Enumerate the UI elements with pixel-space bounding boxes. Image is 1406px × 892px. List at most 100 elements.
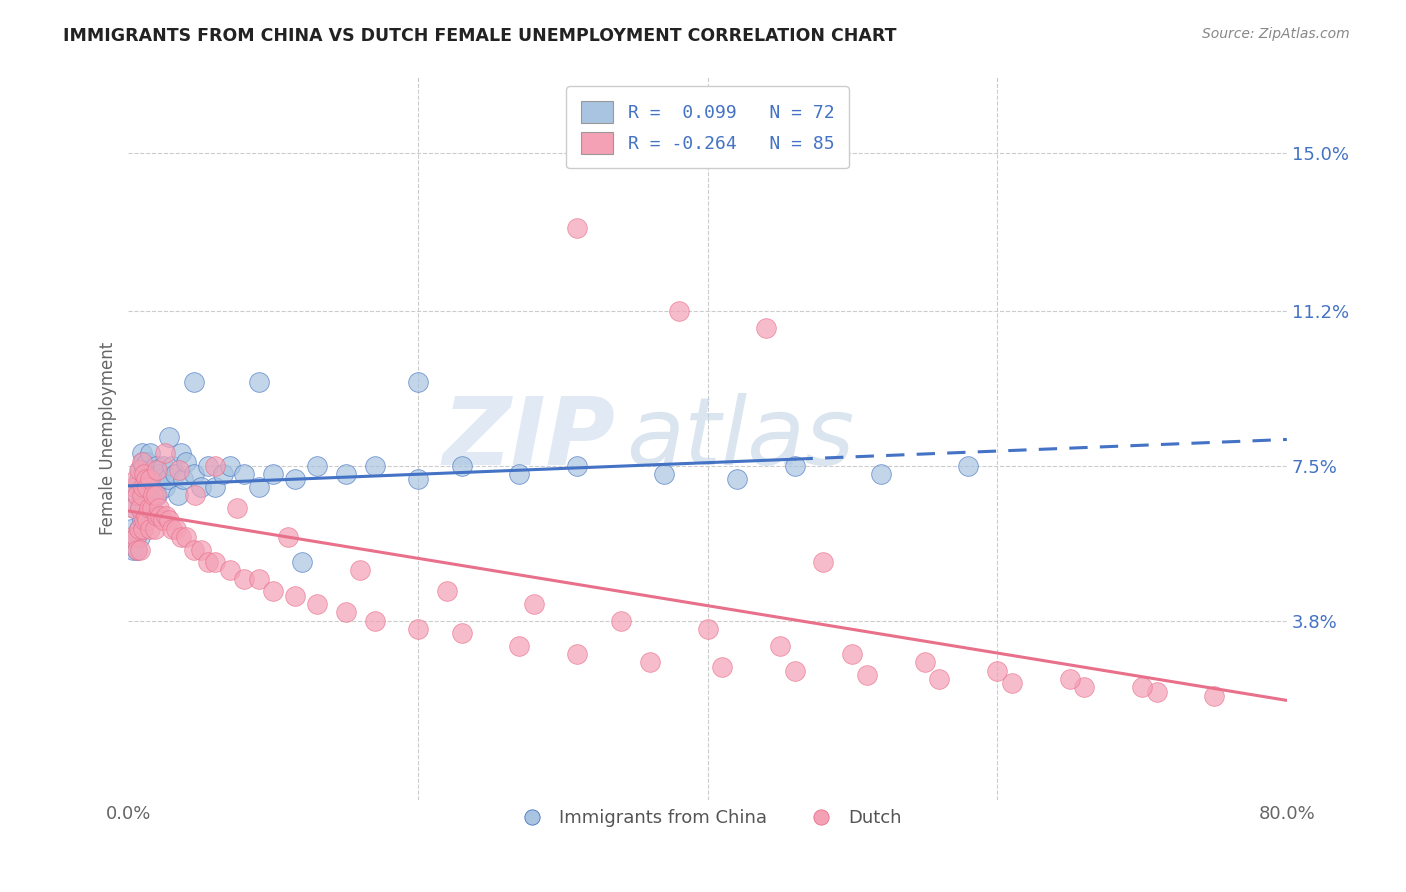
Text: Source: ZipAtlas.com: Source: ZipAtlas.com bbox=[1202, 27, 1350, 41]
Point bbox=[184, 488, 207, 502]
Point bbox=[141, 500, 163, 515]
Point bbox=[668, 304, 690, 318]
Point bbox=[567, 458, 589, 473]
Point bbox=[138, 500, 160, 515]
Point bbox=[173, 471, 195, 485]
Point bbox=[183, 542, 205, 557]
Point bbox=[128, 522, 150, 536]
Point bbox=[284, 471, 307, 485]
Point bbox=[141, 500, 163, 515]
Point bbox=[204, 555, 226, 569]
Point bbox=[363, 458, 385, 473]
Point bbox=[305, 458, 328, 473]
Point bbox=[131, 480, 153, 494]
Point bbox=[783, 664, 806, 678]
Point bbox=[136, 455, 159, 469]
Point bbox=[1073, 681, 1095, 695]
Point bbox=[128, 463, 150, 477]
Point bbox=[406, 376, 429, 390]
Point bbox=[914, 656, 936, 670]
Point bbox=[183, 467, 205, 482]
Point bbox=[218, 458, 240, 473]
Point bbox=[135, 509, 157, 524]
Point bbox=[610, 614, 633, 628]
Point bbox=[169, 446, 191, 460]
Point bbox=[986, 664, 1008, 678]
Point bbox=[856, 668, 879, 682]
Point bbox=[1059, 672, 1081, 686]
Point bbox=[291, 555, 314, 569]
Point bbox=[138, 463, 160, 477]
Point bbox=[125, 471, 148, 485]
Point bbox=[247, 572, 270, 586]
Point bbox=[247, 376, 270, 390]
Point bbox=[153, 480, 176, 494]
Point bbox=[129, 500, 152, 515]
Point bbox=[132, 522, 155, 536]
Point bbox=[508, 467, 530, 482]
Point bbox=[148, 467, 170, 482]
Point bbox=[167, 463, 190, 477]
Point bbox=[957, 458, 980, 473]
Point bbox=[120, 530, 142, 544]
Point bbox=[132, 455, 155, 469]
Point bbox=[134, 467, 156, 482]
Point bbox=[127, 542, 149, 557]
Point bbox=[305, 597, 328, 611]
Point bbox=[169, 530, 191, 544]
Point bbox=[149, 471, 172, 485]
Point bbox=[783, 458, 806, 473]
Point bbox=[870, 467, 893, 482]
Point bbox=[132, 488, 155, 502]
Point bbox=[148, 500, 170, 515]
Point bbox=[262, 467, 284, 482]
Point bbox=[450, 626, 472, 640]
Point bbox=[363, 614, 385, 628]
Point bbox=[160, 522, 183, 536]
Point bbox=[218, 563, 240, 577]
Point bbox=[121, 542, 143, 557]
Legend: Immigrants from China, Dutch: Immigrants from China, Dutch bbox=[506, 802, 908, 835]
Text: atlas: atlas bbox=[627, 393, 855, 484]
Point bbox=[166, 488, 188, 502]
Point bbox=[176, 455, 198, 469]
Point bbox=[197, 555, 219, 569]
Point bbox=[335, 605, 357, 619]
Point bbox=[125, 480, 148, 494]
Point bbox=[139, 471, 162, 485]
Point bbox=[567, 647, 589, 661]
Point bbox=[143, 480, 166, 494]
Point bbox=[135, 471, 157, 485]
Point bbox=[146, 509, 169, 524]
Point bbox=[725, 471, 748, 485]
Point bbox=[134, 500, 156, 515]
Point bbox=[136, 488, 159, 502]
Point bbox=[132, 480, 155, 494]
Point bbox=[122, 500, 145, 515]
Point bbox=[176, 530, 198, 544]
Point bbox=[145, 488, 167, 502]
Point bbox=[165, 522, 187, 536]
Point bbox=[139, 522, 162, 536]
Point bbox=[190, 542, 212, 557]
Point bbox=[136, 513, 159, 527]
Point bbox=[131, 455, 153, 469]
Point bbox=[129, 530, 152, 544]
Point bbox=[406, 471, 429, 485]
Point bbox=[335, 467, 357, 482]
Point bbox=[211, 467, 233, 482]
Point bbox=[160, 458, 183, 473]
Point bbox=[284, 589, 307, 603]
Point bbox=[136, 480, 159, 494]
Point bbox=[135, 471, 157, 485]
Point bbox=[638, 656, 661, 670]
Point bbox=[928, 672, 950, 686]
Point bbox=[436, 584, 458, 599]
Point bbox=[120, 522, 142, 536]
Point bbox=[190, 480, 212, 494]
Point bbox=[1204, 689, 1226, 703]
Point bbox=[121, 500, 143, 515]
Point bbox=[197, 458, 219, 473]
Point bbox=[1146, 684, 1168, 698]
Point bbox=[696, 622, 718, 636]
